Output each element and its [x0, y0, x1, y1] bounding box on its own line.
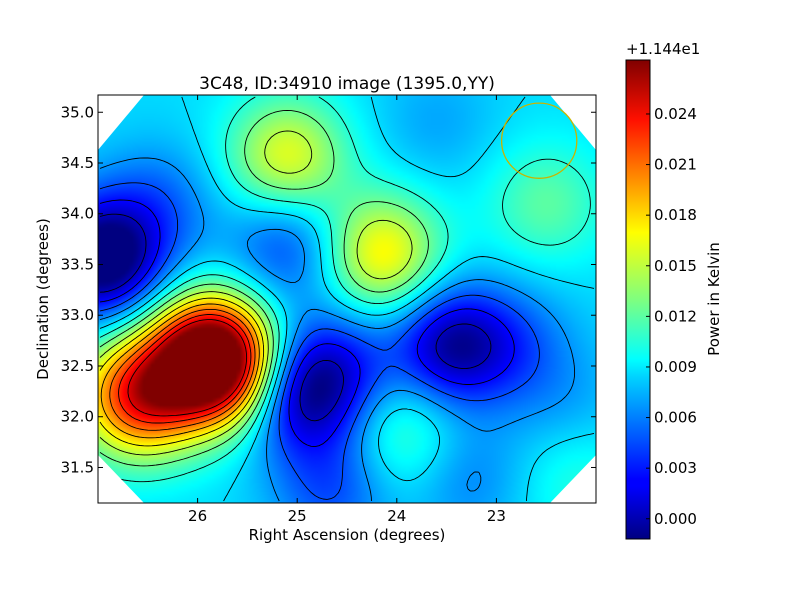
- contour-line: [99, 297, 265, 447]
- y-tick-label: 34.5: [61, 154, 94, 172]
- contour-line: [99, 110, 429, 467]
- y-tick-label: 32.0: [61, 408, 94, 426]
- contour-line: [99, 182, 540, 500]
- x-tick-label: 26: [188, 507, 207, 525]
- colorbar: [626, 60, 650, 539]
- x-tick-label: 25: [288, 507, 307, 525]
- colorbar-ticks: 0.000 0.003 0.006 0.009 0.012 0.015 0.018 0.021…: [646, 105, 697, 528]
- contour-line: [99, 96, 591, 483]
- contour-line: [99, 213, 492, 422]
- y-tick-label: 33.5: [61, 255, 94, 273]
- contour-line: [118, 314, 252, 424]
- colorbar-tick-label: 0.015: [654, 257, 697, 275]
- colorbar-offset-label: +1.144e1: [626, 40, 700, 58]
- contour-lines: [99, 96, 595, 502]
- colorbar-tick-label: 0.018: [654, 206, 697, 224]
- colorbar-tick-label: 0.003: [654, 459, 697, 477]
- y-tick-label: 31.5: [61, 458, 94, 476]
- contour-line: [99, 157, 576, 502]
- y-tick-label: 34.0: [61, 205, 94, 223]
- y-tick-label: 35.0: [61, 103, 94, 121]
- y-axis-label: Declination (degrees): [34, 218, 52, 380]
- y-axis-ticks: 31.5 32.0 32.5 33.0 33.5 34.0 34.5 35.0: [61, 103, 596, 476]
- x-axis-label: Right Ascension (degrees): [249, 526, 446, 544]
- colorbar-tick-label: 0.009: [654, 358, 697, 376]
- colorbar-tick-label: 0.021: [654, 156, 697, 174]
- colorbar-label: Power in Kelvin: [705, 242, 723, 356]
- plot-frame: [97, 94, 597, 504]
- y-tick-label: 32.5: [61, 357, 94, 375]
- y-tick-label: 33.0: [61, 306, 94, 324]
- chart-title: 3C48, ID:34910 image (1395.0,YY): [199, 74, 495, 94]
- colorbar-tick-label: 0.006: [654, 409, 697, 427]
- colorbar-tick-label: 0.024: [654, 105, 697, 123]
- contour-line: [127, 319, 248, 417]
- x-axis-ticks: 26 25 24 23: [188, 95, 506, 525]
- contour-line: [99, 96, 595, 502]
- colorbar-tick-label: 0.000: [654, 510, 697, 528]
- heatmap-layer: [98, 95, 596, 503]
- x-tick-label: 23: [487, 507, 506, 525]
- colorbar-tick-label: 0.012: [654, 307, 697, 325]
- contour-line: [109, 308, 256, 431]
- contour-line: [99, 199, 515, 448]
- beam-circle: [500, 102, 578, 179]
- heatmap-image: [98, 95, 596, 503]
- contour-line: [100, 303, 260, 439]
- x-tick-label: 24: [387, 507, 406, 525]
- contour-line: [99, 130, 413, 456]
- colorbar-frame: [625, 59, 651, 540]
